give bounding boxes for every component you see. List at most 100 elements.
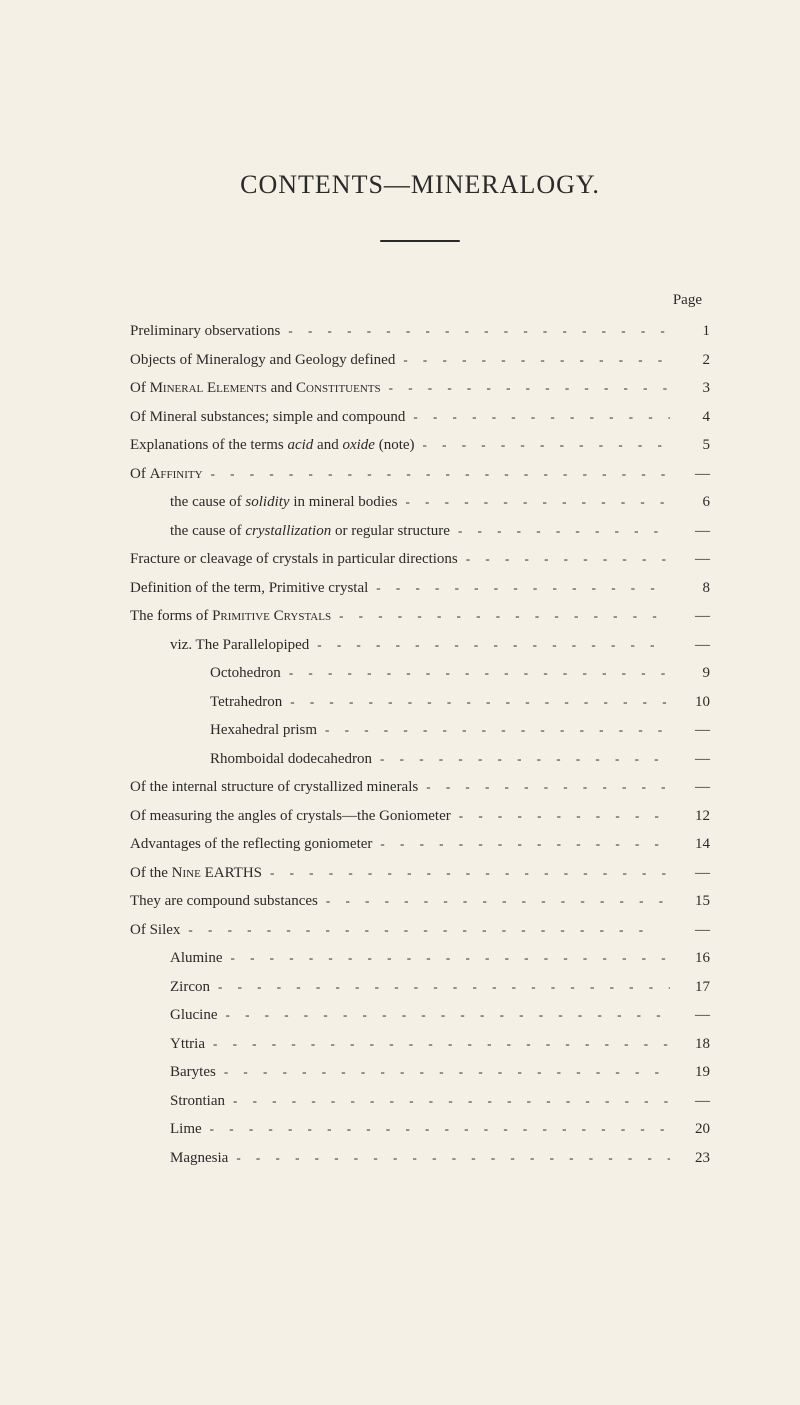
document-title: CONTENTS—MINERALOGY.	[130, 170, 710, 200]
entry-page-number: 9	[670, 659, 710, 688]
entry-leader-dots: - - - - - - - - - - - - - - - - - - - - …	[405, 405, 670, 430]
entry-page-number: —	[670, 716, 710, 745]
contents-entry: Explanations of the terms acid and oxide…	[130, 431, 710, 460]
entry-page-number: 16	[670, 944, 710, 973]
contents-entry: Of Affinity- - - - - - - - - - - - - - -…	[130, 460, 710, 489]
entry-page-number: 12	[670, 802, 710, 831]
entry-text: Of the internal structure of crystallize…	[130, 773, 418, 802]
entry-page-number: 6	[670, 488, 710, 517]
entry-leader-dots: - - - - - - - - - - - - - - - - - - - - …	[318, 889, 670, 914]
entry-page-number: —	[670, 602, 710, 631]
entry-leader-dots: - - - - - - - - - - - - - - - - - - - - …	[309, 633, 670, 658]
contents-entry: Tetrahedron- - - - - - - - - - - - - - -…	[130, 688, 710, 717]
contents-entry: Octohedron- - - - - - - - - - - - - - - …	[130, 659, 710, 688]
entry-text: the cause of crystallization or regular …	[130, 517, 450, 546]
contents-entry: Yttria- - - - - - - - - - - - - - - - - …	[130, 1030, 710, 1059]
entry-leader-dots: - - - - - - - - - - - - - - - - - - - - …	[223, 946, 671, 971]
entry-page-number: —	[670, 1087, 710, 1116]
entry-leader-dots: - - - - - - - - - - - - - - - - - - - - …	[395, 348, 670, 373]
contents-entry: viz. The Parallelopiped- - - - - - - - -…	[130, 631, 710, 660]
contents-entry: Preliminary observations- - - - - - - - …	[130, 317, 710, 346]
entry-page-number: 2	[670, 346, 710, 375]
entry-page-number: 14	[670, 830, 710, 859]
contents-entry: Zircon- - - - - - - - - - - - - - - - - …	[130, 973, 710, 1002]
entry-leader-dots: - - - - - - - - - - - - - - - - - - - - …	[216, 1060, 670, 1085]
contents-entry: Definition of the term, Primitive crysta…	[130, 574, 710, 603]
entry-leader-dots: - - - - - - - - - - - - - - - - - - - - …	[205, 1032, 670, 1057]
entry-page-number: 10	[670, 688, 710, 717]
entry-leader-dots: - - - - - - - - - - - - - - - - - - - - …	[225, 1089, 670, 1114]
entry-page-number: 3	[670, 374, 710, 403]
entry-leader-dots: - - - - - - - - - - - - - - - - - - - - …	[317, 718, 670, 743]
entry-leader-dots: - - - - - - - - - - - - - - - - - - - - …	[450, 519, 670, 544]
entry-page-number: 19	[670, 1058, 710, 1087]
entry-leader-dots: - - - - - - - - - - - - - - - - - - - - …	[397, 490, 670, 515]
entry-text: Rhomboidal dodecahedron	[130, 745, 372, 774]
entry-text: Glucine	[130, 1001, 217, 1030]
entry-page-number: 15	[670, 887, 710, 916]
entry-text: Magnesia	[130, 1144, 228, 1173]
entry-text: Definition of the term, Primitive crysta…	[130, 574, 368, 603]
entry-page-number: 17	[670, 973, 710, 1002]
entry-page-number: 23	[670, 1144, 710, 1173]
entry-leader-dots: - - - - - - - - - - - - - - - - - - - - …	[210, 975, 670, 1000]
entry-leader-dots: - - - - - - - - - - - - - - - - - - - - …	[282, 690, 670, 715]
entry-text: The forms of Primitive Crystals	[130, 602, 331, 631]
contents-entry: Of Silex- - - - - - - - - - - - - - - - …	[130, 916, 710, 945]
entry-page-number: 5	[670, 431, 710, 460]
contents-entry: Advantages of the reflecting goniometer-…	[130, 830, 710, 859]
entry-text: Strontian	[130, 1087, 225, 1116]
entry-page-number: —	[670, 545, 710, 574]
entry-leader-dots: - - - - - - - - - - - - - - - - - - - - …	[202, 1117, 670, 1142]
entry-text: Objects of Mineralogy and Geology define…	[130, 346, 395, 375]
entry-text: Octohedron	[130, 659, 281, 688]
entry-text: Of Affinity	[130, 460, 203, 489]
entry-page-number: —	[670, 631, 710, 660]
entry-leader-dots: - - - - - - - - - - - - - - - - - - - - …	[281, 661, 670, 686]
entry-text: the cause of solidity in mineral bodies	[130, 488, 397, 517]
contents-entry: Objects of Mineralogy and Geology define…	[130, 346, 710, 375]
entry-page-number: —	[670, 773, 710, 802]
contents-entry: Of Mineral Elements and Constituents- - …	[130, 374, 710, 403]
entry-text: Explanations of the terms acid and oxide…	[130, 431, 415, 460]
contents-entry: the cause of crystallization or regular …	[130, 517, 710, 546]
entry-page-number: 1	[670, 317, 710, 346]
contents-entry: Of Mineral substances; simple and compou…	[130, 403, 710, 432]
contents-entry: They are compound substances- - - - - - …	[130, 887, 710, 916]
contents-entry: The forms of Primitive Crystals- - - - -…	[130, 602, 710, 631]
contents-entry: Strontian- - - - - - - - - - - - - - - -…	[130, 1087, 710, 1116]
entry-page-number: —	[670, 517, 710, 546]
entry-text: Of Mineral Elements and Constituents	[130, 374, 381, 403]
entry-leader-dots: - - - - - - - - - - - - - - - - - - - - …	[368, 576, 670, 601]
entry-leader-dots: - - - - - - - - - - - - - - - - - - - - …	[381, 376, 670, 401]
entry-leader-dots: - - - - - - - - - - - - - - - - - - - - …	[280, 319, 670, 344]
contents-entry: Rhomboidal dodecahedron- - - - - - - - -…	[130, 745, 710, 774]
entry-page-number: —	[670, 1001, 710, 1030]
entry-text: viz. The Parallelopiped	[130, 631, 309, 660]
entry-page-number: —	[670, 460, 710, 489]
entry-text: Fracture or cleavage of crystals in part…	[130, 545, 458, 574]
entry-text: Of measuring the angles of crystals—the …	[130, 802, 451, 831]
entry-page-number: —	[670, 745, 710, 774]
entry-text: They are compound substances	[130, 887, 318, 916]
entry-text: Hexahedral prism	[130, 716, 317, 745]
contents-entry: Lime- - - - - - - - - - - - - - - - - - …	[130, 1115, 710, 1144]
contents-entry: Barytes- - - - - - - - - - - - - - - - -…	[130, 1058, 710, 1087]
entry-leader-dots: - - - - - - - - - - - - - - - - - - - - …	[418, 775, 670, 800]
contents-entry: Alumine- - - - - - - - - - - - - - - - -…	[130, 944, 710, 973]
entry-leader-dots: - - - - - - - - - - - - - - - - - - - - …	[331, 604, 670, 629]
contents-entry: Magnesia- - - - - - - - - - - - - - - - …	[130, 1144, 710, 1173]
entry-page-number: 20	[670, 1115, 710, 1144]
entry-leader-dots: - - - - - - - - - - - - - - - - - - - - …	[458, 547, 670, 572]
entry-text: Of the Nine EARTHS	[130, 859, 262, 888]
contents-list: Preliminary observations- - - - - - - - …	[130, 317, 710, 1172]
title-divider	[380, 240, 460, 242]
contents-entry: Hexahedral prism- - - - - - - - - - - - …	[130, 716, 710, 745]
entry-text: Preliminary observations	[130, 317, 280, 346]
entry-leader-dots: - - - - - - - - - - - - - - - - - - - - …	[262, 861, 670, 886]
entry-leader-dots: - - - - - - - - - - - - - - - - - - - - …	[217, 1003, 670, 1028]
entry-leader-dots: - - - - - - - - - - - - - - - - - - - - …	[415, 433, 670, 458]
entry-text: Yttria	[130, 1030, 205, 1059]
entry-text: Zircon	[130, 973, 210, 1002]
entry-leader-dots: - - - - - - - - - - - - - - - - - - - - …	[228, 1146, 670, 1171]
